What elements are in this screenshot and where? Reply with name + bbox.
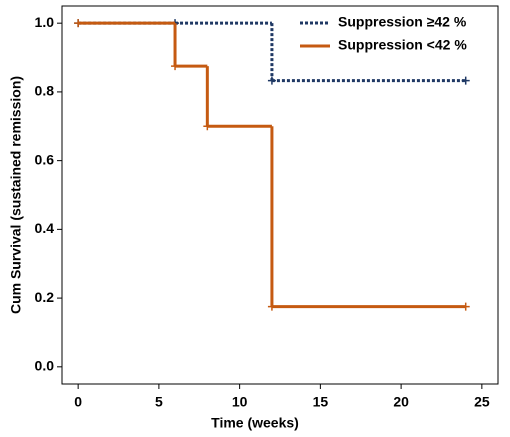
x-tick-label: 0 [74, 394, 82, 410]
censor-mark [74, 19, 83, 28]
y-axis-label: Cum Survival (sustained remission) [8, 76, 24, 314]
x-tick-label: 5 [155, 394, 163, 410]
y-tick-label: 0.6 [35, 151, 55, 167]
plot-frame [61, 5, 499, 385]
censor-mark [267, 302, 276, 311]
x-tick-label: 20 [393, 394, 409, 410]
censor-mark [203, 122, 212, 131]
legend-label: Suppression <42 % [338, 37, 467, 53]
censor-mark [267, 76, 276, 85]
x-tick-label: 25 [474, 394, 490, 410]
legend-label: Suppression ≥42 % [338, 14, 467, 30]
y-tick-label: 0.2 [35, 289, 55, 305]
x-tick-label: 10 [232, 394, 248, 410]
censor-mark [461, 76, 470, 85]
y-tick-label: 0.0 [35, 358, 55, 374]
censor-mark [171, 62, 180, 71]
x-tick-label: 15 [313, 394, 329, 410]
y-tick-label: 0.4 [35, 220, 55, 236]
y-tick-label: 0.8 [35, 83, 55, 99]
y-tick-label: 1.0 [35, 14, 55, 30]
censor-mark [461, 302, 470, 311]
x-axis-label: Time (weeks) [211, 415, 299, 431]
